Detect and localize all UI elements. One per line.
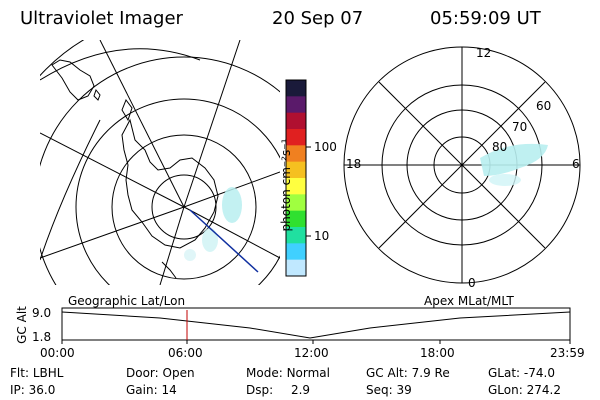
dial-diagonal	[378, 81, 546, 249]
timeline	[61, 307, 571, 344]
colorbar-segment	[286, 178, 306, 195]
timeline-frame	[61, 307, 571, 341]
info-val: 2.9	[290, 383, 311, 397]
dial-label-midnight: 0	[468, 276, 476, 290]
info-gain: Gain: 14	[126, 383, 177, 397]
info-mode: Mode: Normal	[246, 366, 330, 380]
info-val: 274.2	[526, 383, 561, 397]
timeline-xtick: 06:00	[168, 346, 203, 360]
colorbar-segment	[286, 227, 306, 244]
meridian	[183, 40, 241, 208]
dial-lat-label: 80	[492, 140, 508, 154]
info-key: Gain:	[126, 383, 158, 397]
info-gcalt: GC Alt: 7.9 Re	[366, 366, 450, 380]
meridian	[40, 132, 185, 208]
info-val: Normal	[286, 366, 330, 380]
colorbar-segment	[286, 259, 306, 277]
timeline-xtick: 00:00	[40, 346, 75, 360]
meridian	[40, 206, 185, 259]
timeline-ytick: 1.8	[32, 330, 52, 344]
dial-lat-label: 70	[512, 120, 528, 134]
aurora-right	[480, 143, 548, 186]
dial-label-dusk: 18	[346, 157, 362, 171]
info-val: -74.0	[523, 366, 555, 380]
info-key: Seq:	[366, 383, 393, 397]
date-label: 20 Sep 07	[272, 8, 364, 29]
timeline-xtick: 23:59	[550, 346, 585, 360]
apex-caption: Apex MLat/MLT	[424, 294, 514, 308]
colorbar-segment	[286, 80, 306, 97]
colorbar	[286, 80, 306, 277]
colorbar-segment	[286, 145, 306, 163]
info-val: 36.0	[28, 383, 56, 397]
info-dsp: Dsp: 2.9	[246, 383, 310, 397]
info-glat: GLat: -74.0	[488, 366, 555, 380]
timeline-ylabel: GC Alt	[15, 306, 29, 344]
info-val: 39	[396, 383, 412, 397]
colorbar-segment	[286, 210, 306, 228]
timeline-xtick: 18:00	[420, 346, 455, 360]
info-flt: Flt: LBHL	[10, 366, 63, 380]
info-key: Door:	[126, 366, 159, 380]
info-val: LBHL	[32, 366, 64, 380]
geographic-map	[40, 40, 280, 285]
colorbar-segment	[286, 194, 306, 212]
colorbar-label: photon cm⁻²s⁻¹	[279, 138, 293, 232]
colorbar-segment	[286, 243, 306, 261]
info-seq: Seq: 39	[366, 383, 412, 397]
lat-circle	[111, 134, 257, 280]
coastline	[121, 98, 133, 122]
coastline	[161, 261, 177, 279]
info-key: Dsp:	[246, 383, 274, 397]
grid-arc	[40, 119, 101, 261]
info-val: 7.9 Re	[411, 366, 450, 380]
colorbar-segment	[286, 96, 306, 114]
coastline	[51, 59, 95, 101]
coastline	[93, 88, 101, 101]
time-label: 05:59:09 UT	[430, 8, 541, 29]
geographic-caption: Geographic Lat/Lon	[68, 294, 186, 308]
grid-arc	[40, 48, 201, 81]
info-door: Door: Open	[126, 366, 195, 380]
colorbar-segment	[286, 129, 306, 146]
meridian	[99, 40, 185, 208]
timeline-xtick: 12:00	[294, 346, 329, 360]
info-val: 14	[161, 383, 177, 397]
info-val: Open	[162, 366, 195, 380]
coastline	[121, 118, 219, 249]
info-key: GC Alt:	[366, 366, 408, 380]
dial-label-noon: 12	[476, 46, 492, 60]
aurora-left	[184, 187, 242, 261]
info-key: Flt:	[10, 366, 29, 380]
colorbar-tick-label: 100	[314, 140, 337, 154]
colorbar-segment	[286, 112, 306, 130]
colorbar-segment	[286, 161, 306, 179]
altitude-curve	[61, 311, 571, 339]
colorbar-tick-label: 10	[314, 229, 330, 243]
lat-circle	[75, 98, 280, 285]
info-key: IP:	[10, 383, 25, 397]
dial-lat-label: 60	[536, 99, 552, 113]
colorbar-frame	[285, 79, 307, 277]
info-key: GLon:	[488, 383, 523, 397]
dial-label-dawn: 6	[572, 157, 580, 171]
meridian	[183, 206, 280, 259]
lat-circle	[151, 174, 217, 240]
mlt-dial	[343, 46, 581, 284]
satellite-track	[189, 209, 259, 273]
info-key: Mode:	[246, 366, 283, 380]
info-glon: GLon: 274.2	[488, 383, 561, 397]
app-title: Ultraviolet Imager	[20, 8, 183, 29]
lat-circle	[40, 56, 280, 285]
info-ip: IP: 36.0	[10, 383, 55, 397]
timeline-ytick: 9.0	[32, 306, 52, 320]
info-key: GLat:	[488, 366, 521, 380]
